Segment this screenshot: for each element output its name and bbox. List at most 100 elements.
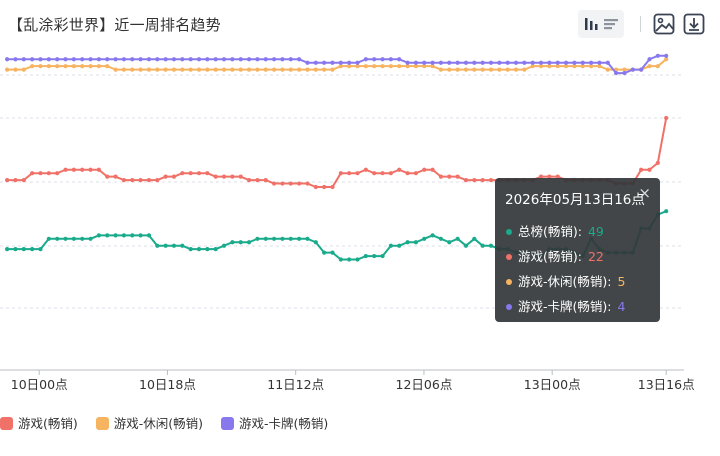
data-point [238,240,243,245]
data-point [664,115,669,121]
data-point [422,60,427,65]
data-point [188,57,193,62]
list-icon[interactable] [601,14,621,34]
data-point [580,64,585,69]
series-dot-icon [506,254,512,260]
series-dot-icon [506,304,512,310]
data-point [380,253,385,259]
data-point [288,67,293,72]
data-point [322,67,327,72]
data-point [388,243,393,248]
data-point [105,174,110,179]
data-point [121,233,127,238]
data-point [472,178,477,183]
chart-tooltip: × 2026年05月13日16点 总榜(畅销): 49 游戏(畅销): 22 游… [495,178,660,322]
data-point [397,243,402,248]
data-point [530,60,535,65]
data-point [488,178,494,183]
data-point [305,236,310,241]
data-point [221,57,227,62]
legend-swatch-icon [95,417,109,430]
data-point [380,171,385,176]
data-point [363,57,368,62]
legend-label: 游戏-休闲(畅销) [113,416,204,431]
legend-item-casual[interactable]: 游戏-休闲(畅销) [95,413,204,432]
page-title: 【乱涂彩世界】近一周排名趋势 [8,16,221,34]
data-point [413,64,419,69]
data-point [355,60,360,65]
legend-swatch-icon [221,417,234,430]
legend-label: 游戏(畅销) [18,416,78,431]
data-point [238,174,243,179]
data-point [430,64,435,69]
data-point [430,167,435,172]
data-point [647,167,652,172]
data-point [280,67,285,72]
data-point [655,64,660,69]
data-point [322,250,327,255]
data-point [397,64,402,69]
data-point [255,57,260,62]
image-icon[interactable] [652,12,676,36]
data-point [230,174,235,179]
data-point [188,171,193,176]
data-point [538,174,544,179]
data-point [5,178,10,183]
data-point [488,67,494,72]
data-point [188,67,193,72]
data-point [347,60,352,65]
legend-label: 游戏-卡牌(畅销) [239,416,329,431]
download-icon[interactable] [682,12,706,36]
legend-item-game[interactable]: 游戏(畅销) [0,413,78,432]
data-point [313,60,318,65]
data-point [196,57,202,62]
series-游戏-卡牌(畅销) [5,53,669,76]
data-point [96,233,101,238]
data-point [30,247,35,252]
data-point [88,167,93,172]
data-point [213,247,218,252]
data-point [71,64,76,69]
data-point [363,167,368,172]
data-point [330,184,335,190]
series-游戏(畅销) [5,115,669,190]
data-point [639,67,644,72]
data-point [397,167,402,172]
data-point [664,53,669,58]
data-point [280,236,285,241]
data-point [605,60,610,65]
data-point [622,70,627,76]
data-point [105,64,110,69]
series-游戏-休闲(畅销) [5,57,669,72]
bar-chart-icon[interactable] [581,14,601,34]
data-point [413,240,419,245]
tooltip-row: 游戏(畅销): 22 [505,244,650,269]
data-point [413,60,419,65]
data-point [130,67,135,72]
data-point [622,67,627,72]
legend-item-card[interactable]: 游戏-卡牌(畅销) [221,413,328,432]
data-point [63,236,68,241]
data-point [563,60,569,65]
data-point [322,184,327,190]
data-point [430,60,435,65]
data-point [447,60,452,65]
close-icon[interactable]: × [638,184,651,202]
data-point [105,57,110,62]
tooltip-label: 游戏(畅销): [518,249,582,264]
data-point [113,67,118,72]
data-point [438,174,444,179]
data-point [455,60,460,65]
data-point [21,57,26,62]
tooltip-value: 4 [617,299,626,314]
data-point [405,171,410,176]
tooltip-label: 总榜(畅销): [518,224,582,239]
data-point [589,64,594,69]
data-point [397,57,402,62]
data-point [422,64,427,69]
data-point [355,257,360,262]
data-point [180,243,185,248]
data-point [30,171,35,176]
data-point [639,167,644,172]
data-point [80,236,85,241]
